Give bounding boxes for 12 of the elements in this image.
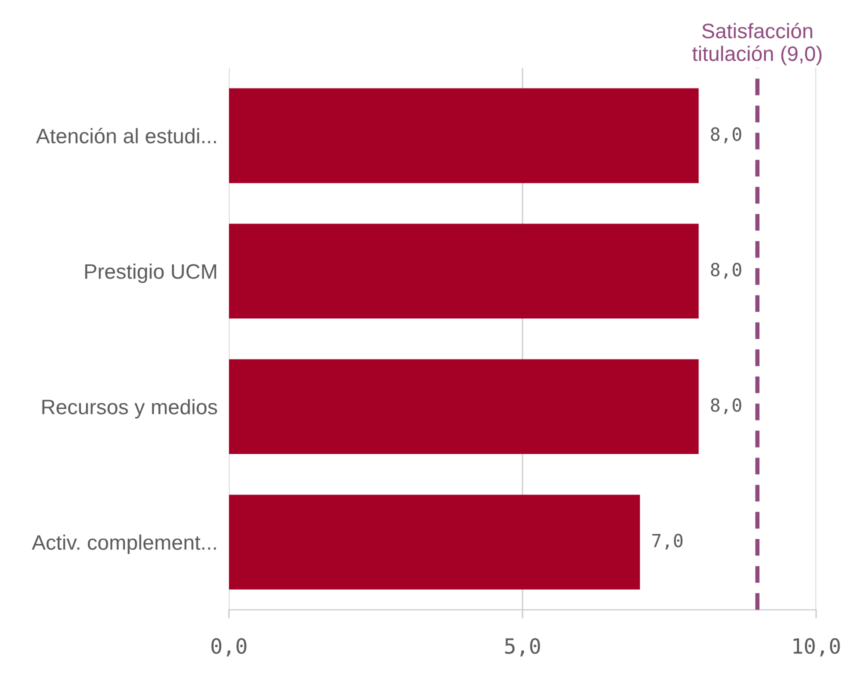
ref-line-label: Satisfacción titulación (9,0) [692,22,822,66]
y-tick-label: Prestigio UCM [85,264,216,284]
data-label: 8,0 [710,127,742,144]
x-tick-label: 10,0 [794,638,840,656]
x-tick-label: 5,0 [505,638,540,656]
y-tick-label: Recursos y medios [42,399,218,418]
y-tick-label: Atención al estudi... [36,128,216,144]
data-label: 7,0 [652,534,683,550]
x-tick-label: 0,0 [211,638,246,656]
data-label: 8,0 [710,262,742,279]
y-tick-label: Activ. complement... [32,534,216,554]
data-label: 8,0 [710,398,742,414]
